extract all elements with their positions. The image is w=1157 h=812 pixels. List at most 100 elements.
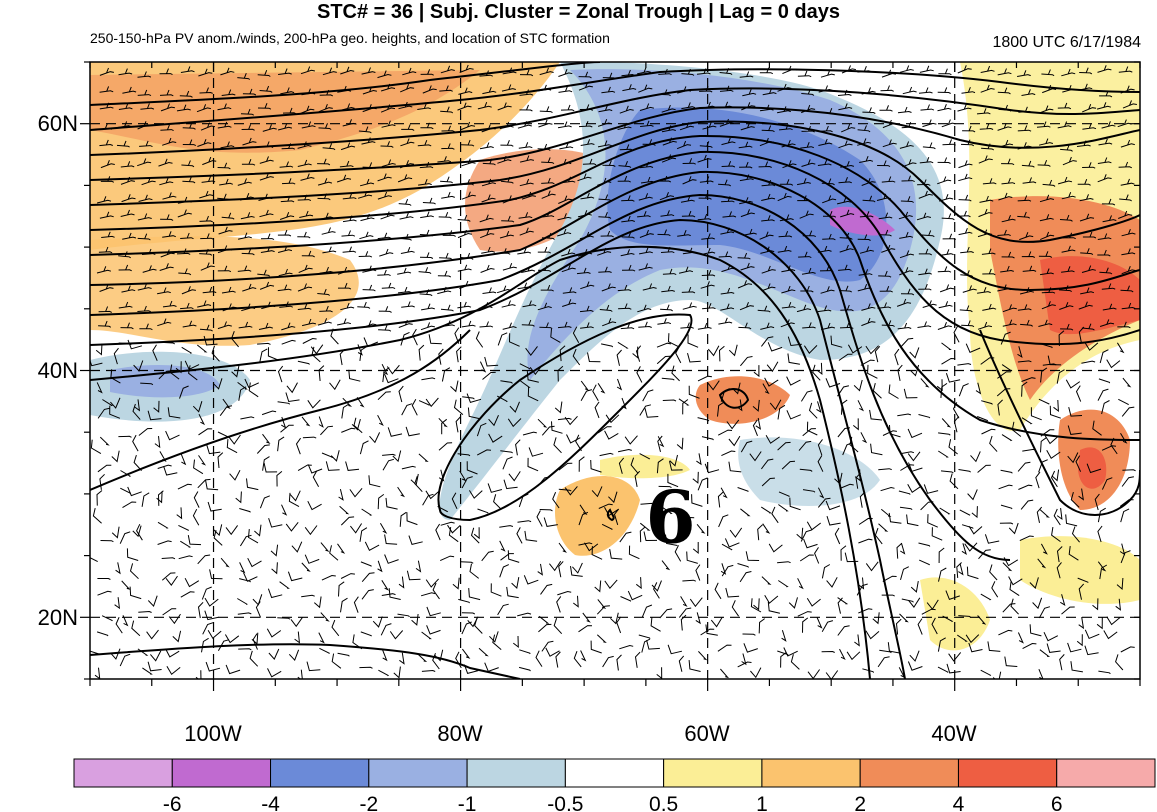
wind-barb [1008, 576, 1023, 586]
wind-barb [481, 246, 496, 254]
wind-barb [1018, 484, 1033, 490]
wind-barb [411, 398, 418, 416]
wind-barb [977, 416, 988, 422]
wind-barb [1080, 248, 1094, 256]
wind-barb [896, 542, 903, 559]
wind-barb [132, 403, 141, 420]
wind-barb [1042, 85, 1057, 94]
wind-barb [212, 378, 223, 390]
wind-barb [806, 597, 821, 607]
wind-barb [401, 124, 415, 131]
wind-barb [881, 594, 895, 597]
wind-barb [1077, 577, 1089, 583]
wind-barb [479, 70, 493, 77]
wind-barb [138, 194, 153, 202]
wind-barb [662, 268, 677, 276]
wind-barb [980, 357, 995, 365]
wind-barb [598, 105, 613, 113]
wind-barb [527, 387, 539, 402]
wind-barb [197, 139, 212, 147]
wind-barb [90, 359, 103, 367]
wind-barb [857, 66, 872, 73]
wind-barb [642, 283, 657, 291]
wind-barb [415, 560, 422, 573]
wind-barb [349, 487, 363, 498]
wind-barb [582, 158, 597, 166]
wind-barb [178, 524, 190, 532]
wind-barb [779, 214, 794, 222]
wind-barb [902, 159, 917, 168]
wind-barb [741, 653, 747, 666]
wind-barb [1103, 630, 1118, 640]
wind-barb [580, 281, 595, 290]
wind-barb [826, 515, 841, 526]
wind-barb [745, 551, 760, 561]
wind-barb [681, 210, 696, 218]
wind-barb [965, 634, 980, 644]
wind-barb [803, 345, 818, 354]
wind-barb [780, 652, 787, 668]
wind-barb [508, 471, 521, 482]
wind-barb [909, 347, 920, 359]
wind-barb [192, 508, 200, 526]
wind-barb [761, 193, 776, 201]
wind-barb [1118, 398, 1130, 406]
colorbar-label: -2 [359, 793, 378, 812]
wind-barb [1011, 421, 1022, 437]
wind-barb [121, 580, 131, 590]
wind-barb [573, 651, 582, 668]
wind-barb [877, 160, 891, 168]
wind-barb [839, 483, 854, 489]
wind-barb [221, 212, 235, 220]
wind-barb [193, 459, 204, 475]
wind-barb [753, 598, 760, 611]
wind-barb [1062, 232, 1076, 240]
wind-barb [940, 470, 954, 474]
wind-barb [1021, 89, 1036, 96]
wind-barb [761, 265, 776, 274]
wind-barb [419, 252, 434, 259]
wind-barb [737, 487, 749, 492]
wind-barb [900, 451, 915, 455]
wind-barb [678, 398, 690, 406]
wind-barb [966, 566, 979, 580]
wind-barb [657, 318, 672, 325]
wind-barb [382, 649, 388, 662]
wind-barb [840, 304, 854, 312]
wind-barb [477, 508, 489, 514]
wind-barb [231, 331, 239, 348]
wind-barb [927, 514, 939, 528]
wind-barb [669, 454, 678, 467]
wind-barb [377, 70, 392, 79]
wind-barb [777, 106, 791, 114]
wind-barb [1122, 469, 1136, 472]
wind-barb [1018, 106, 1032, 113]
wind-barb [235, 491, 242, 504]
wind-barb [907, 483, 922, 494]
wind-barb [386, 364, 400, 375]
wind-barb [578, 82, 593, 91]
wind-barb [302, 337, 317, 344]
wind-barb [800, 285, 814, 293]
wind-barb [721, 264, 736, 273]
wind-barb [888, 384, 899, 399]
wind-barb [661, 104, 676, 113]
wind-barb [918, 542, 931, 547]
wind-barb [297, 231, 311, 239]
wind-barb [662, 399, 677, 402]
wind-barb [602, 72, 616, 80]
wind-barb [480, 264, 495, 273]
wind-barb [621, 232, 635, 239]
wind-barb [99, 86, 114, 93]
colorbar-label: 2 [854, 793, 866, 812]
wind-barb [257, 342, 271, 345]
wind-barb [998, 104, 1012, 112]
wind-barb [597, 247, 612, 256]
wind-barb [878, 212, 893, 220]
wind-barb [397, 486, 406, 498]
wind-barb [178, 555, 193, 560]
wind-barb [796, 527, 804, 540]
wind-barb [519, 155, 535, 163]
wind-barb [597, 599, 607, 610]
wind-barb [989, 564, 998, 581]
